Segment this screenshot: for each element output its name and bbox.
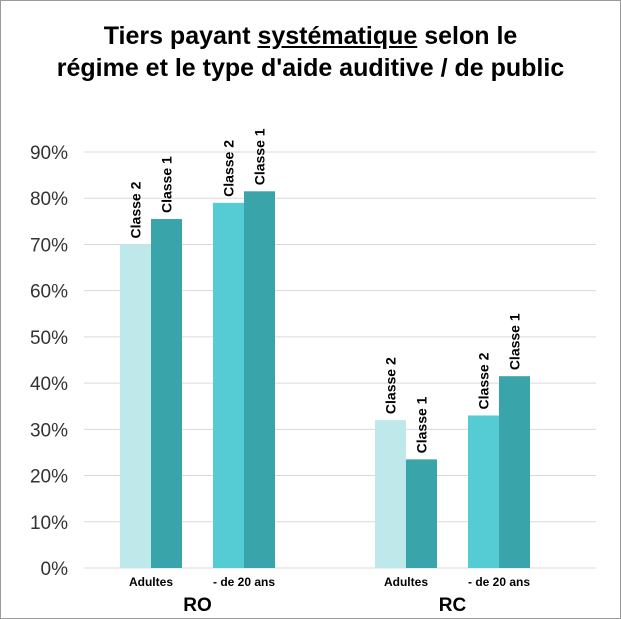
bar-series-label: Classe 1 [414, 396, 430, 453]
labels: Classe 2 Classe 1 Adultes Classe 2 Classe 1 -… [128, 128, 531, 616]
bar-ro-adultes-classe2 [120, 244, 151, 568]
bar-series-label: Classe 1 [159, 156, 175, 213]
bar-series-label: Classe 2 [221, 140, 237, 197]
title-part-3: selon le [417, 22, 518, 50]
category-label: - de 20 ans [468, 575, 530, 589]
y-tick-label: 60% [30, 282, 68, 303]
y-tick-label: 30% [30, 420, 68, 441]
y-tick-label: 20% [30, 467, 68, 488]
y-tick-label: 10% [30, 513, 68, 534]
bar-ro-adultes-classe1 [151, 219, 182, 568]
category-label: Adultes [129, 575, 173, 589]
y-tick-label: 80% [30, 189, 68, 210]
group-label: RO [183, 595, 212, 616]
bar-series-label: Classe 2 [383, 357, 399, 414]
y-tick-label: 70% [30, 235, 68, 256]
title-line-2: régime et le type d'aide auditive / de p… [56, 54, 565, 82]
y-tick-label: 40% [30, 374, 68, 395]
y-tick-label: 0% [41, 559, 69, 580]
bar-series-label: Classe 1 [252, 128, 268, 185]
bar-rc-adultes-classe1 [406, 459, 437, 568]
y-axis-ticks: 0% 10% 20% 30% 40% 50% 60% 70% 80% 90% [30, 143, 68, 580]
title-underlined-word: systématique [257, 22, 418, 50]
bar-rc-adultes-classe2 [375, 420, 406, 568]
category-label: - de 20 ans [213, 575, 275, 589]
y-tick-label: 90% [30, 143, 68, 164]
bar-rc-moins-20-ans-classe2 [468, 415, 499, 568]
bar-rc-moins-20-ans-classe1 [499, 376, 530, 568]
bar-ro-moins-20-ans-classe1 [244, 191, 275, 569]
y-tick-label: 50% [30, 328, 68, 349]
group-label: RC [439, 595, 467, 616]
bars [120, 191, 530, 569]
bar-series-label: Classe 1 [507, 313, 523, 370]
chart-title: Tiers payant systématique selon le régim… [0, 20, 621, 84]
bar-series-label: Classe 2 [128, 181, 144, 238]
bar-series-label: Classe 2 [476, 352, 492, 409]
bar-ro-moins-20-ans-classe2 [213, 202, 244, 568]
title-part-1: Tiers payant [103, 22, 258, 50]
category-label: Adultes [384, 575, 428, 589]
